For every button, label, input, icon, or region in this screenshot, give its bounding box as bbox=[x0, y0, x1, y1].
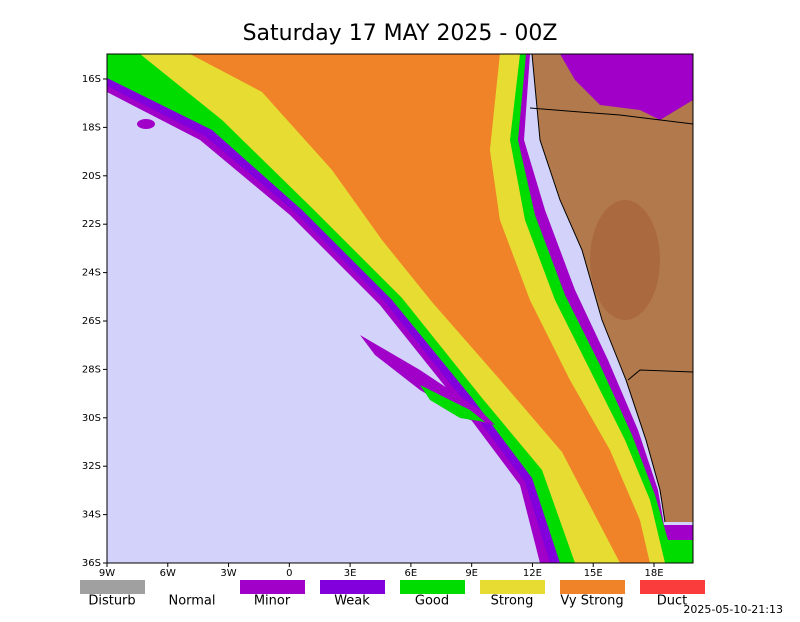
legend-swatch bbox=[80, 580, 145, 594]
lat-label: 22S bbox=[82, 219, 101, 230]
legend-swatch bbox=[480, 580, 545, 594]
legend-label: Strong bbox=[491, 594, 534, 609]
lon-label: 18E bbox=[644, 568, 663, 579]
legend-swatch bbox=[400, 580, 465, 594]
lon-label: 12E bbox=[523, 568, 542, 579]
legend-swatch bbox=[320, 580, 385, 594]
legend-label: Good bbox=[415, 594, 449, 609]
legend-label: Weak bbox=[334, 594, 370, 609]
lat-label: 32S bbox=[82, 461, 101, 472]
lat-label: 18S bbox=[82, 122, 101, 133]
lon-label: 3E bbox=[344, 568, 357, 579]
lon-label: 9E bbox=[465, 568, 478, 579]
legend-label: Minor bbox=[254, 594, 291, 609]
lat-label: 24S bbox=[82, 268, 101, 279]
legend-swatch bbox=[560, 580, 625, 594]
lat-label: 34S bbox=[82, 510, 101, 521]
lon-label: 3W bbox=[220, 568, 236, 579]
lon-label: 6W bbox=[160, 568, 176, 579]
lat-label: 30S bbox=[82, 413, 101, 424]
title: Saturday 17 MAY 2025 - 00Z bbox=[243, 21, 558, 46]
lat-label: 20S bbox=[82, 171, 101, 182]
lon-label: 6E bbox=[405, 568, 418, 579]
legend-swatch bbox=[640, 580, 705, 594]
legend-swatch bbox=[240, 580, 305, 594]
lat-label: 26S bbox=[82, 316, 101, 327]
lon-label: 15E bbox=[584, 568, 603, 579]
legend-label: Normal bbox=[168, 594, 215, 609]
lon-label: 9W bbox=[99, 568, 115, 579]
map-frame bbox=[106, 53, 694, 564]
lat-label: 36S bbox=[82, 558, 101, 569]
legend-label: Vy Strong bbox=[560, 594, 623, 609]
lat-label: 28S bbox=[82, 364, 101, 375]
legend-label: Disturb bbox=[88, 594, 135, 609]
lon-label: 0 bbox=[286, 568, 292, 579]
lat-label: 16S bbox=[82, 74, 101, 85]
timestamp: 2025-05-10-21:13 bbox=[683, 603, 783, 616]
legend-label: Duct bbox=[657, 594, 688, 609]
map-area bbox=[107, 54, 693, 563]
